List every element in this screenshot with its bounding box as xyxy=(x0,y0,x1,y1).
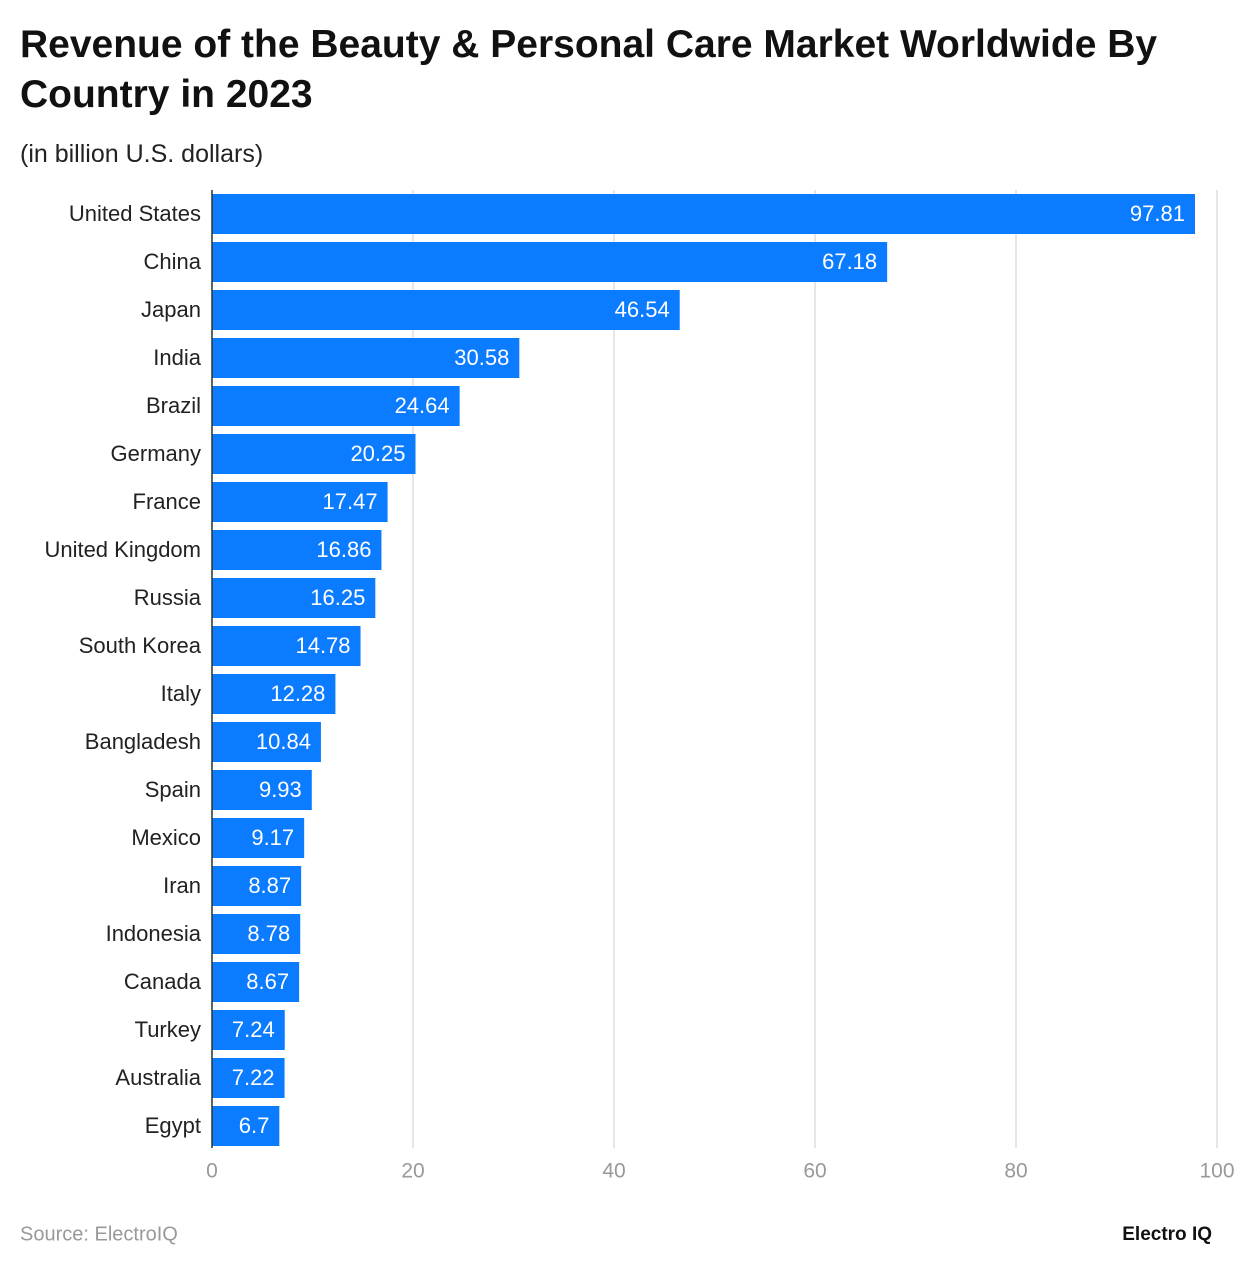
y-tick-label: India xyxy=(153,345,201,370)
bar xyxy=(212,434,416,474)
bar xyxy=(212,1106,280,1146)
value-label: 24.64 xyxy=(395,393,450,418)
value-label: 6.7 xyxy=(239,1113,270,1138)
y-tick-label: Australia xyxy=(115,1065,201,1090)
y-tick-label: Mexico xyxy=(131,825,201,850)
y-tick-label: Italy xyxy=(161,681,201,706)
bar xyxy=(212,386,460,426)
source: Source: ElectroIQ xyxy=(20,1223,178,1245)
value-label: 16.25 xyxy=(310,585,365,610)
y-tick-label: Germany xyxy=(111,441,201,466)
x-tick-label: 80 xyxy=(1004,1160,1027,1183)
bar xyxy=(212,290,680,330)
value-label: 7.22 xyxy=(232,1065,275,1090)
value-label: 17.47 xyxy=(323,489,378,514)
value-label: 9.17 xyxy=(251,825,294,850)
chart-title: Revenue of the Beauty & Personal Care Ma… xyxy=(20,23,1158,116)
x-tick-label: 40 xyxy=(602,1160,625,1183)
value-label: 67.18 xyxy=(822,249,877,274)
bar xyxy=(212,722,321,762)
y-tick-label: Indonesia xyxy=(106,921,202,946)
bar xyxy=(212,1058,285,1098)
brand: Electro IQ xyxy=(1122,1224,1212,1245)
y-tick-label: France xyxy=(133,489,201,514)
value-label: 14.78 xyxy=(295,633,350,658)
bar xyxy=(212,578,376,618)
value-label: 46.54 xyxy=(615,297,670,322)
y-tick-label: China xyxy=(144,249,202,274)
y-tick-label: Russia xyxy=(134,585,202,610)
bar xyxy=(212,866,302,906)
value-label: 8.67 xyxy=(246,969,289,994)
y-tick-label: Turkey xyxy=(135,1017,201,1042)
chart-subtitle: (in billion U.S. dollars) xyxy=(20,140,264,168)
x-tick-label: 100 xyxy=(1199,1160,1234,1183)
value-label: 20.25 xyxy=(350,441,405,466)
y-tick-label: South Korea xyxy=(79,633,202,658)
y-tick-label: Egypt xyxy=(145,1113,201,1138)
value-label: 97.81 xyxy=(1130,201,1185,226)
bar xyxy=(212,242,888,282)
bar xyxy=(212,1010,285,1050)
y-tick-label: United States xyxy=(69,201,201,226)
bar xyxy=(212,914,301,954)
y-tick-label: United Kingdom xyxy=(44,537,201,562)
bar xyxy=(212,338,520,378)
value-label: 16.86 xyxy=(316,537,371,562)
value-label: 8.87 xyxy=(248,873,291,898)
value-label: 30.58 xyxy=(454,345,509,370)
bar xyxy=(212,674,336,714)
bar xyxy=(212,962,300,1002)
y-tick-label: Bangladesh xyxy=(85,729,201,754)
y-tick-label: Canada xyxy=(124,969,202,994)
bar xyxy=(212,818,305,858)
value-label: 12.28 xyxy=(270,681,325,706)
value-label: 9.93 xyxy=(259,777,302,802)
value-label: 10.84 xyxy=(256,729,311,754)
bar xyxy=(212,770,312,810)
x-tick-label: 0 xyxy=(206,1160,218,1183)
y-tick-label: Spain xyxy=(145,777,201,802)
x-tick-label: 60 xyxy=(803,1160,826,1183)
value-label: 8.78 xyxy=(247,921,290,946)
value-label: 7.24 xyxy=(232,1017,275,1042)
bar xyxy=(212,626,361,666)
bar xyxy=(212,194,1195,234)
y-tick-label: Japan xyxy=(141,297,201,322)
bar xyxy=(212,482,388,522)
y-tick-label: Iran xyxy=(163,873,201,898)
y-tick-label: Brazil xyxy=(146,393,201,418)
bar xyxy=(212,530,382,570)
x-tick-label: 20 xyxy=(401,1160,424,1183)
